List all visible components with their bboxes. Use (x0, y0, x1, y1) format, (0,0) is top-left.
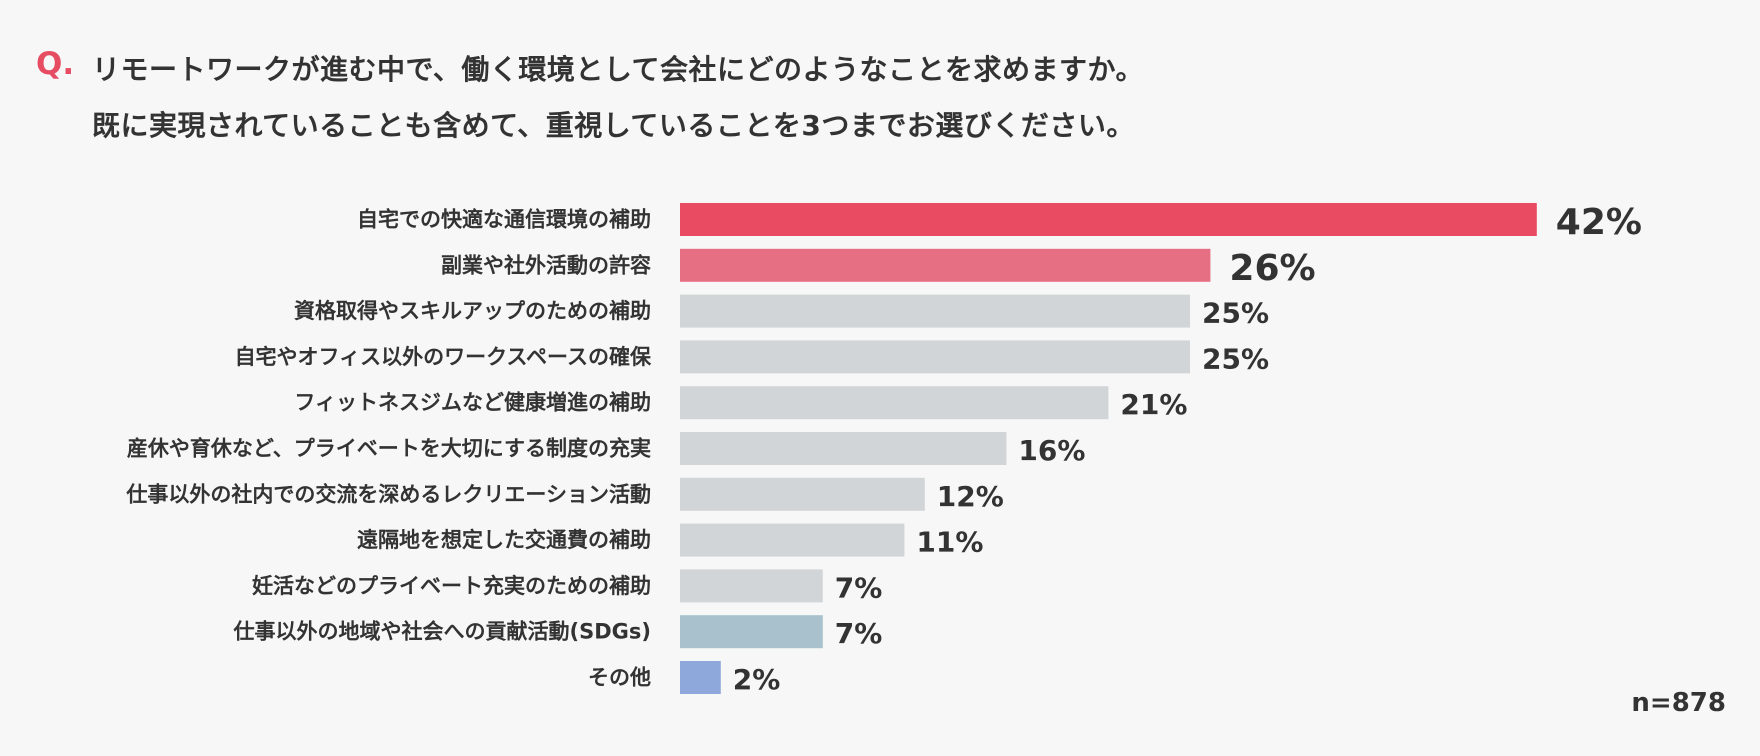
value-label-9: 7% (835, 571, 883, 604)
bar-10 (680, 615, 823, 649)
category-label-2: 副業や社外活動の許容 (441, 253, 651, 277)
bar-11 (680, 661, 721, 694)
category-label-5: フィットネスジムなど健康増進の補助 (294, 391, 651, 415)
value-label-6: 16% (1018, 434, 1085, 467)
bar-4 (680, 340, 1190, 374)
bar-2 (680, 248, 1211, 282)
question-line-2: 既に実現されていることも含めて、重視していることを3つまでお選びください。 (92, 109, 1135, 142)
value-label-5: 21% (1120, 388, 1187, 421)
question-line-1: リモートワークが進む中で、働く環境として会社にどのようなことを求めますか。 (92, 53, 1144, 86)
value-label-11: 2% (733, 663, 781, 696)
value-label-4: 25% (1202, 342, 1269, 375)
value-label-2: 26% (1229, 248, 1315, 289)
bar-6 (680, 432, 1007, 465)
bar-5 (680, 386, 1109, 420)
value-label-7: 12% (937, 480, 1004, 513)
category-label-3: 資格取得やスキルアップのための補助 (294, 299, 651, 323)
category-label-4: 自宅やオフィス以外のワークスペースの確保 (235, 345, 652, 369)
sample-size-label: n=878 (1631, 688, 1726, 718)
category-label-6: 産休や育休など、プライベートを大切にする制度の充実 (127, 437, 651, 461)
bar-1 (680, 203, 1537, 236)
bar-9 (680, 569, 823, 603)
category-label-7: 仕事以外の社内での交流を深めるレクリエーション活動 (125, 482, 651, 506)
value-label-8: 11% (916, 526, 983, 559)
bar-7 (680, 477, 925, 511)
bar-8 (680, 523, 905, 557)
value-label-10: 7% (835, 617, 883, 650)
bar-3 (680, 294, 1190, 328)
category-label-11: その他 (588, 666, 651, 690)
category-label-1: 自宅での快適な通信環境の補助 (357, 208, 651, 232)
question-mark: Q. (36, 46, 75, 82)
category-label-9: 妊活などのプライベート充実のための補助 (252, 574, 651, 598)
category-label-10: 仕事以外の地域や社会への貢献活動(SDGs) (233, 620, 652, 644)
value-label-1: 42% (1556, 202, 1642, 243)
value-label-3: 25% (1202, 297, 1269, 330)
category-label-8: 遠隔地を想定した交通費の補助 (357, 528, 651, 552)
